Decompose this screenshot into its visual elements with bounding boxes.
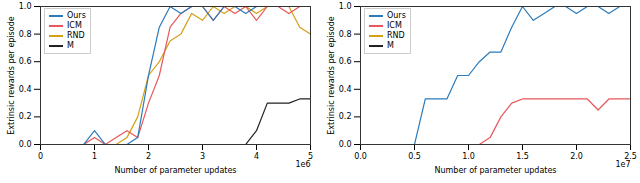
svg-text:Extrinsic rewards per episode: Extrinsic rewards per episode xyxy=(7,16,16,134)
svg-text:0.5: 0.5 xyxy=(408,152,421,161)
svg-text:1.5: 1.5 xyxy=(516,152,529,161)
html-text:RND: RND xyxy=(67,31,85,40)
svg-text:0.8: 0.8 xyxy=(19,30,32,39)
html-text:ICM: ICM xyxy=(387,21,402,30)
svg-text:0.0: 0.0 xyxy=(354,152,367,161)
svg-text:0.4: 0.4 xyxy=(339,85,352,94)
svg-text:0.0: 0.0 xyxy=(339,140,352,149)
html-text:RND: RND xyxy=(387,31,405,40)
svg-text:0.8: 0.8 xyxy=(339,30,352,39)
html-text:M: M xyxy=(67,41,74,50)
svg-text:Number of parameter updates: Number of parameter updates xyxy=(434,166,556,175)
svg-text:0.2: 0.2 xyxy=(339,112,352,121)
svg-text:1e6: 1e6 xyxy=(295,160,310,169)
html-text:Ours: Ours xyxy=(67,11,86,20)
svg-text:1: 1 xyxy=(92,152,97,161)
svg-text:1.0: 1.0 xyxy=(339,2,352,11)
html-text:ICM: ICM xyxy=(67,21,82,30)
svg-text:0.4: 0.4 xyxy=(19,85,32,94)
svg-text:2: 2 xyxy=(146,152,151,161)
svg-text:0.0: 0.0 xyxy=(19,140,32,149)
svg-text:1e7: 1e7 xyxy=(615,160,630,169)
svg-text:1.0: 1.0 xyxy=(19,2,32,11)
svg-text:0: 0 xyxy=(38,152,43,161)
svg-text:0.6: 0.6 xyxy=(19,57,32,66)
svg-text:Number of parameter updates: Number of parameter updates xyxy=(114,166,236,175)
svg-text:0.6: 0.6 xyxy=(339,57,352,66)
svg-text:1.0: 1.0 xyxy=(462,152,475,161)
svg-text:0.2: 0.2 xyxy=(19,112,32,121)
html-text:Ours: Ours xyxy=(387,11,406,20)
svg-text:3: 3 xyxy=(200,152,205,161)
svg-text:4: 4 xyxy=(254,152,259,161)
svg-text:Extrinsic rewards per episode: Extrinsic rewards per episode xyxy=(327,16,336,134)
html-text:M: M xyxy=(387,41,394,50)
svg-text:2.5: 2.5 xyxy=(624,152,637,162)
svg-text:2.0: 2.0 xyxy=(570,152,583,161)
svg-text:5: 5 xyxy=(308,152,313,162)
